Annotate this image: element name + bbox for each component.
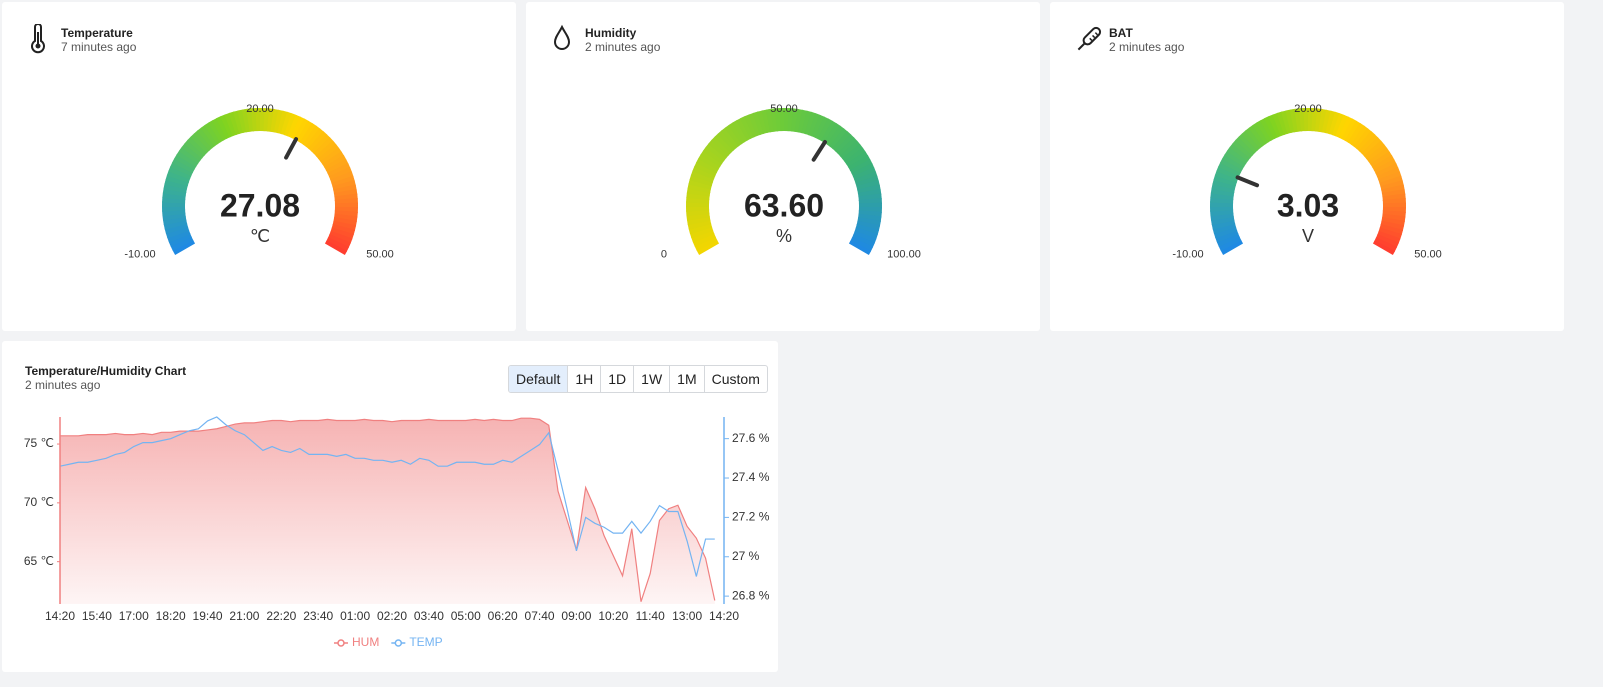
card-title: Humidity — [585, 26, 637, 40]
chart: 14:20 15:40 17:00 18:20 19:40 21:00 22:20 23:40… — [24, 416, 770, 649]
range-button[interactable]: Custom — [703, 366, 767, 392]
gauge-card: Temperature 7 minutes ago 27.08 ℃ -10.00 50… — [2, 2, 516, 331]
x-tick-label: 09:00 — [561, 609, 591, 623]
chart-subtitle: 2 minutes ago — [25, 378, 101, 392]
series-line — [60, 417, 716, 602]
probe-icon — [1077, 26, 1102, 51]
card-title: Temperature — [61, 26, 133, 40]
range-button[interactable]: Default — [509, 366, 568, 392]
gauge-needle — [284, 137, 299, 160]
drop-icon — [553, 24, 571, 50]
x-tick-label: 14:20 — [45, 609, 75, 623]
x-tick-label: 01:00 — [340, 609, 370, 623]
x-tick-label: 19:40 — [193, 609, 223, 623]
range-button[interactable]: 1D — [600, 366, 633, 392]
y2-tick-label: 27 % — [732, 549, 760, 563]
card-title: BAT — [1109, 26, 1133, 40]
series-area — [60, 418, 715, 604]
x-tick-label: 02:20 — [377, 609, 407, 623]
range-buttons: Default 1H 1D 1W 1M Custom — [508, 365, 768, 393]
range-button[interactable]: 1M — [669, 366, 703, 392]
card-time: 2 minutes ago — [585, 40, 661, 54]
x-tick-label: 15:40 — [82, 609, 112, 623]
x-tick-label: 13:00 — [672, 609, 702, 623]
x-tick-label: 21:00 — [229, 609, 259, 623]
y-tick-label: 65 ℃ — [24, 554, 54, 568]
gauge-value: 63.60 — [744, 187, 824, 223]
x-tick-label: 17:00 — [119, 609, 149, 623]
x-tick-label: 07:40 — [525, 609, 555, 623]
series-line — [59, 416, 715, 577]
y2-tick-label: 27.2 % — [732, 510, 770, 524]
gauge-needle — [811, 140, 827, 162]
x-tick-label: 18:20 — [156, 609, 186, 623]
gauge: 63.60% 0 100.00 50.00 — [661, 103, 921, 261]
gauge-unit: % — [776, 226, 792, 246]
gauge-arc-segment — [1372, 240, 1396, 255]
legend-label: HUM — [352, 635, 379, 649]
gauge-unit: V — [1302, 226, 1314, 246]
card-time: 7 minutes ago — [61, 40, 137, 54]
legend-label: TEMP — [409, 635, 442, 649]
gauge-value: 3.03 — [1277, 187, 1339, 223]
gauge-card: Humidity 2 minutes ago 63.60% 0 100.00 50.0… — [526, 2, 1040, 331]
x-tick-label: 06:20 — [488, 609, 518, 623]
x-tick-label: 14:20 — [709, 609, 739, 623]
gauge-max-label: 50.00 — [1414, 248, 1442, 260]
y2-tick-label: 27.4 % — [732, 470, 770, 484]
gauge-mid-label: 50.00 — [770, 103, 798, 115]
x-tick-label: 05:00 — [451, 609, 481, 623]
thermometer-icon — [31, 24, 45, 54]
legend-marker — [337, 639, 345, 647]
gauge-max-label: 100.00 — [887, 248, 921, 260]
x-tick-label: 03:40 — [414, 609, 444, 623]
gauge-arc-segment — [848, 240, 872, 255]
y2-tick-label: 27.6 % — [732, 431, 770, 445]
gauge-arc-segment — [324, 240, 348, 255]
gauge-min-label: -10.00 — [1172, 248, 1203, 260]
legend-marker — [394, 639, 403, 647]
x-tick-label: 23:40 — [303, 609, 333, 623]
card-time: 2 minutes ago — [1109, 40, 1185, 54]
y2-tick-label: 26.8 % — [732, 588, 770, 602]
x-tick-label: 22:20 — [266, 609, 296, 623]
x-tick-label: 11:40 — [636, 609, 665, 623]
gauge-max-label: 50.00 — [366, 248, 394, 260]
range-button[interactable]: 1W — [633, 366, 669, 392]
y-tick-label: 75 ℃ — [24, 436, 54, 450]
gauge-card: BAT 2 minutes ago 3.03 V -10.00 50.00 20.00 — [1050, 2, 1564, 331]
gauge-min-label: -10.00 — [124, 248, 155, 260]
chart-card: 14:20 15:40 17:00 18:20 19:40 21:00 22:20 23:40… — [2, 341, 778, 672]
y-tick-label: 70 ℃ — [24, 495, 54, 509]
gauge: 27.08 ℃ -10.00 50.00 20.00 — [124, 103, 394, 261]
gauge-mid-label: 20.00 — [246, 103, 274, 115]
gauge-needle — [1235, 175, 1260, 188]
gauge-min-label: 0 — [661, 248, 667, 260]
range-button[interactable]: 1H — [567, 366, 600, 392]
gauge-mid-label: 20.00 — [1294, 103, 1322, 115]
gauge: 3.03 V -10.00 50.00 20.00 — [1172, 103, 1442, 261]
gauge-value: 27.08 — [220, 187, 300, 223]
chart-title: Temperature/Humidity Chart — [25, 364, 187, 378]
x-tick-label: 10:20 — [598, 609, 628, 623]
gauge-unit: ℃ — [250, 226, 270, 246]
